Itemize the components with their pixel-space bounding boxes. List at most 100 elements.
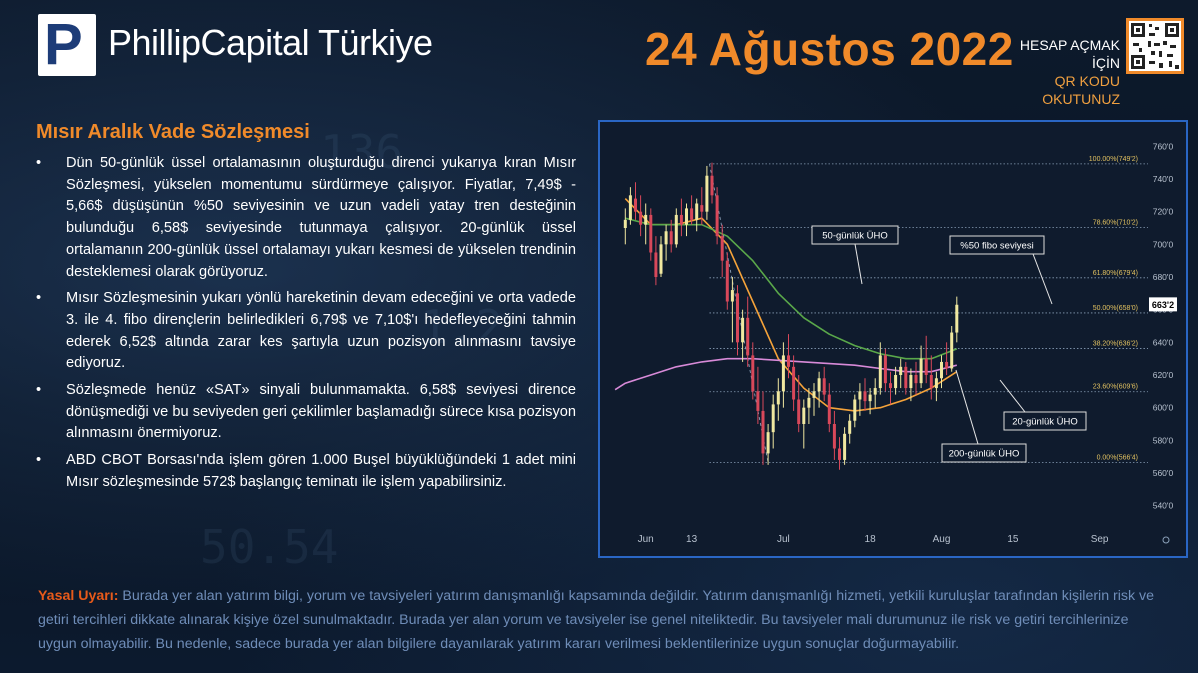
fib-level-label: 100.00%(749'2): [1089, 156, 1138, 163]
candle-body: [955, 304, 959, 333]
legal-label: Yasal Uyarı:: [38, 588, 119, 604]
annotation-ema200-arrow: [955, 369, 979, 445]
candle-body: [934, 378, 938, 389]
candle-body: [838, 448, 841, 460]
candle-body: [644, 214, 648, 225]
candle-body: [649, 214, 653, 253]
chart-settings-icon: [1162, 536, 1170, 544]
candle-body: [700, 205, 704, 212]
candle-body: [659, 244, 663, 274]
fib-level-label: 38.20%(636'2): [1093, 340, 1138, 347]
candle-body: [720, 236, 724, 261]
candle-body: [807, 397, 811, 408]
candle-body: [832, 424, 836, 449]
candle-body: [899, 366, 903, 375]
candle-body: [730, 290, 734, 302]
qr-caption-line1: HESAP AÇMAK İÇİN: [1019, 37, 1120, 71]
candle-body: [858, 391, 862, 400]
candle-body: [685, 208, 688, 225]
y-tick-label: 620'0: [1153, 370, 1174, 380]
candle-body: [776, 391, 780, 405]
y-tick-label: 640'0: [1153, 337, 1174, 347]
candle-body: [924, 358, 928, 375]
y-tick-label: 680'0: [1153, 272, 1174, 282]
last-price-tag: [1149, 297, 1177, 312]
candle-body: [909, 375, 913, 389]
candle-body: [771, 404, 775, 433]
candle-body: [725, 260, 729, 302]
y-tick-label: 560'0: [1153, 468, 1174, 478]
candle-body: [929, 375, 933, 389]
chart-background: [600, 122, 1186, 556]
candle-body: [715, 195, 719, 237]
candle-body: [940, 361, 943, 379]
candle-body: [950, 332, 954, 369]
fib-level-label: 78.60%(710'2): [1093, 220, 1138, 227]
article-title: Mısır Aralık Vade Sözleşmesi: [36, 121, 310, 143]
y-tick-label: 760'0: [1153, 141, 1174, 151]
candle-body: [741, 317, 745, 343]
fib-level-label: 0.00%(566'4): [1097, 454, 1138, 461]
candle-body: [889, 383, 892, 389]
qr-caption: HESAP AÇMAK İÇİN QR KODU OKUTUNUZ: [1004, 36, 1120, 108]
candle-body: [797, 399, 801, 424]
logo-letter: P: [44, 12, 83, 77]
y-tick-label: 580'0: [1153, 435, 1174, 445]
candle-body: [792, 366, 796, 400]
price-chart-svg: 760'0740'0720'0700'0680'0660'0640'0620'0…: [600, 122, 1186, 556]
qr-caption-line2: QR KODU OKUTUNUZ: [1042, 73, 1120, 107]
candle-body: [914, 375, 918, 384]
candle-body: [883, 355, 887, 384]
price-chart: 760'0740'0720'0700'0680'0660'0640'0620'0…: [598, 120, 1188, 558]
y-tick-label: 600'0: [1153, 403, 1174, 413]
candle-body: [894, 375, 898, 389]
candle-body: [761, 410, 765, 454]
x-tick-label: Sep: [1091, 534, 1109, 545]
background-decoration: 50.54: [200, 520, 339, 574]
candle-body: [654, 252, 658, 277]
candle-body: [873, 388, 877, 395]
candle-body: [812, 391, 816, 398]
candle-body: [817, 378, 821, 392]
candle-body: [802, 407, 806, 424]
legal-disclaimer: Yasal Uyarı: Burada yer alan yatırım bil…: [38, 584, 1168, 656]
x-tick-label: Jul: [777, 534, 790, 545]
annotation-ema200-box: [941, 443, 1027, 463]
bullet-item: Sözleşmede henüz «SAT» sinyali bulunmama…: [36, 380, 576, 445]
qr-code[interactable]: [1126, 18, 1184, 74]
annotation-fib50-arrow: [1032, 253, 1053, 305]
qr-code-icon: [1129, 21, 1181, 71]
candle-body: [853, 399, 857, 421]
bullet-item: Mısır Sözleşmesinin yukarı yönlü hareket…: [36, 288, 576, 375]
candle-body: [919, 358, 923, 384]
fib-level-label: 50.00%(658'0): [1093, 305, 1138, 312]
candle-body: [674, 214, 678, 245]
candle-body: [751, 355, 755, 392]
candle-body: [736, 293, 739, 343]
candle-body: [669, 231, 673, 245]
logo: P: [38, 14, 96, 76]
annotation-ema20-box: [1003, 411, 1087, 431]
annotation-fib50-text: %50 fibo seviyesi: [960, 241, 1033, 252]
legal-text: Burada yer alan yatırım bilgi, yorum ve …: [38, 588, 1155, 652]
x-tick-label: Aug: [933, 534, 951, 545]
annotation-ema50-text: 50-günlük ÜHO: [822, 231, 887, 242]
candle-body: [756, 391, 760, 411]
candle-body: [781, 355, 785, 392]
candle-body: [878, 355, 882, 389]
candle-body: [664, 231, 668, 245]
candle-body: [695, 203, 699, 220]
report-date: 24 Ağustos 2022: [645, 23, 1014, 75]
candle-body: [628, 195, 632, 220]
candle-body: [822, 378, 826, 395]
x-tick-label: 15: [1007, 534, 1019, 545]
x-tick-label: 18: [865, 534, 877, 545]
annotation-ema20-arrow: [999, 379, 1026, 413]
article-bullets: Dün 50-günlük üssel ortalamasının oluştu…: [36, 153, 576, 499]
candle-body: [863, 391, 867, 402]
candle-body: [827, 394, 831, 424]
candle-body: [843, 433, 847, 460]
annotation-ema20-text: 20-günlük ÜHO: [1012, 417, 1077, 428]
annotation-ema50-box: [811, 225, 899, 245]
fib-level-label: 23.60%(609'6): [1093, 384, 1138, 391]
